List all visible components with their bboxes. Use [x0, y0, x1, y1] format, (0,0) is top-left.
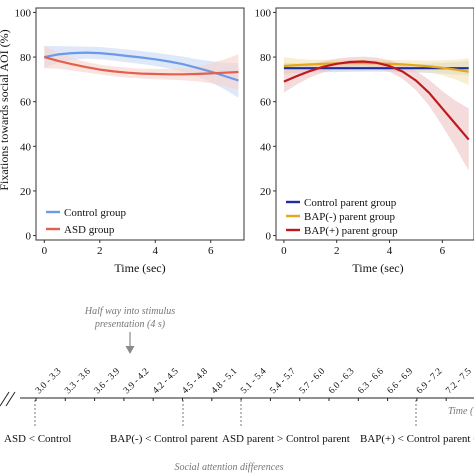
y-tick-label: 100	[255, 7, 272, 19]
left-x-axis-title: Time (sec)	[114, 261, 165, 275]
panel-border	[275, 7, 474, 241]
y-tick-label: 20	[260, 186, 272, 198]
x-tick-label: 4	[387, 245, 393, 257]
timeline-panel: Half way into stimulus presentation (4 s…	[0, 306, 474, 473]
right-panel-frame	[275, 7, 474, 241]
left-panel-frame	[35, 7, 245, 241]
legend-label-2: ASD group	[64, 224, 115, 236]
axis-break-mark	[0, 391, 10, 407]
x-tick-label: 0	[281, 245, 287, 257]
finding-bap-minus-vs-control-parent: BAP(-) < Control parent	[110, 433, 218, 445]
right-legend: Control parent group BAP(-) parent group B…	[286, 197, 398, 237]
legend-label-2: BAP(-) parent group	[304, 211, 396, 223]
y-tick-label: 100	[15, 7, 32, 19]
interval-label: 7.2 - 7.5	[444, 366, 474, 396]
interval-label: 3.0 - 3.3	[34, 366, 64, 396]
interval-label: 6.9 - 7.2	[415, 366, 445, 396]
y-tick-label: 40	[20, 141, 32, 153]
y-tick-label: 40	[260, 141, 272, 153]
finding-bap-plus-vs-control-parent: BAP(+) < Control parent =	[360, 433, 474, 445]
interval-label: 5.7 - 6.0	[298, 366, 328, 396]
interval-label: 6.3 - 6.6	[356, 366, 386, 396]
interval-label: 4.8 - 5.1	[210, 366, 240, 396]
left-y-tick-labels: 0 20 40 60 80 100	[15, 7, 36, 243]
interval-label: 3.3 - 3.6	[63, 366, 93, 396]
right-series-lines	[283, 60, 470, 141]
x-tick-label: 2	[97, 245, 103, 257]
right-x-tick-labels: 0 2 4 6	[281, 240, 446, 257]
series-line-2	[44, 56, 239, 76]
legend-label-1: Control group	[64, 207, 127, 219]
x-tick-label: 2	[334, 245, 340, 257]
panel-border	[35, 7, 245, 241]
interval-label: 6.0 - 6.3	[327, 366, 357, 396]
social-attention-footer: Social attention differences	[174, 462, 283, 473]
y-tick-label: 0	[266, 231, 272, 243]
right-y-tick-labels: 0 20 40 60 80 100	[255, 7, 276, 243]
halfway-arrow-head-icon	[125, 346, 135, 354]
y-tick-label: 80	[20, 52, 32, 64]
y-tick-label: 60	[20, 97, 32, 109]
interval-label: 4.2 - 4.5	[151, 366, 181, 396]
y-axis-title: Fixations towards social AOI (%)	[0, 29, 11, 190]
right-x-axis-title: Time (sec)	[352, 261, 403, 275]
timeline-ticks	[35, 398, 447, 401]
timeline-axis-label: Time (	[448, 406, 474, 417]
finding-asd-vs-control: ASD < Control	[4, 433, 71, 445]
interval-label: 5.1 - 5.4	[239, 366, 269, 396]
halfway-annotation-line1: Half way into stimulus	[84, 306, 175, 317]
y-tick-label: 80	[260, 52, 272, 64]
left-legend: Control group ASD group	[46, 207, 127, 236]
right-chart-panel: 0 20 40 60 80 100 0 2 4 6 Control parent group BA…	[255, 7, 474, 275]
left-chart-panel: Fixations towards social AOI (%) 0204060…	[0, 7, 245, 275]
right-confidence-bands	[283, 56, 469, 171]
halfway-annotation-line2: presentation (4 s)	[94, 319, 166, 330]
left-x-tick-labels: 0 2 4 6	[42, 240, 214, 257]
y-tick-label: 20	[20, 186, 32, 198]
interval-label: 6.6 - 6.9	[386, 366, 416, 396]
x-tick-label: 4	[153, 245, 159, 257]
timeline-interval-labels: 3.0 - 3.3 3.3 - 3.6 3.6 - 3.9 3.9 - 4.2 4.2 …	[34, 366, 474, 396]
y-tick-label: 60	[260, 97, 272, 109]
interval-label: 3.9 - 4.2	[122, 366, 152, 396]
series-line-3	[283, 60, 470, 141]
left-series-lines	[44, 51, 239, 82]
interval-label: 3.6 - 3.9	[93, 366, 123, 396]
finding-asd-parent-vs-control-parent: ASD parent > Control parent	[222, 433, 350, 445]
interval-label: 4.5 - 4.8	[181, 366, 211, 396]
confidence-band-2	[44, 45, 239, 90]
interval-label: 5.4 - 5.7	[268, 366, 298, 396]
legend-label-3: BAP(+) parent group	[304, 225, 398, 237]
series-line-1	[44, 51, 239, 82]
confidence-band-1	[44, 45, 239, 98]
axis-break-mark	[5, 391, 16, 407]
x-tick-label: 6	[440, 245, 446, 257]
left-confidence-bands	[44, 45, 239, 98]
y-tick-label: 0	[26, 231, 32, 243]
x-tick-label: 0	[42, 245, 48, 257]
legend-label-1: Control parent group	[304, 197, 397, 209]
x-tick-label: 6	[208, 245, 214, 257]
finding-markers	[34, 400, 417, 428]
